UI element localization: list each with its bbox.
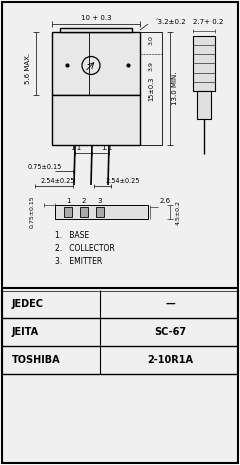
Text: 3.   EMITTER: 3. EMITTER: [55, 257, 102, 266]
Text: TOSHIBA: TOSHIBA: [12, 355, 61, 365]
Text: 2: 2: [82, 198, 86, 204]
Text: 1: 1: [66, 198, 70, 204]
Text: 1.   BASE: 1. BASE: [55, 231, 89, 239]
Text: 4.5±0.2: 4.5±0.2: [175, 199, 180, 225]
Text: SC-67: SC-67: [154, 327, 186, 337]
Text: 5.6 MAX.: 5.6 MAX.: [25, 53, 31, 84]
Text: 13.0 MIN.: 13.0 MIN.: [172, 72, 178, 105]
Text: JEDEC: JEDEC: [12, 299, 44, 309]
Bar: [52, 95, 140, 145]
Text: ΄3.2±0.2: ΄3.2±0.2: [155, 19, 187, 25]
Text: 0.75±0.15: 0.75±0.15: [28, 164, 62, 170]
Bar: [193, 36, 215, 91]
Bar: [64, 207, 72, 217]
Text: 1.1: 1.1: [70, 145, 81, 151]
Text: 3.9: 3.9: [149, 61, 154, 71]
Bar: [140, 32, 162, 145]
Text: 2.7+ 0.2: 2.7+ 0.2: [193, 19, 223, 25]
Text: JEITA: JEITA: [12, 327, 39, 337]
Text: 0.75±0.15: 0.75±0.15: [30, 196, 35, 228]
Text: 3.0: 3.0: [149, 35, 154, 45]
Text: 2.54±0.25: 2.54±0.25: [105, 178, 139, 184]
Text: 2-10R1A: 2-10R1A: [147, 355, 193, 365]
Text: 2.54±0.25: 2.54±0.25: [40, 178, 74, 184]
Text: 2.6: 2.6: [160, 198, 171, 204]
Text: 10 + 0.3: 10 + 0.3: [81, 15, 111, 21]
Bar: [52, 32, 140, 95]
Text: 3: 3: [98, 198, 102, 204]
Bar: [55, 205, 148, 219]
Bar: [96, 207, 104, 217]
Text: 2.   COLLECTOR: 2. COLLECTOR: [55, 244, 115, 252]
Bar: [60, 28, 132, 32]
Text: 15±0.3: 15±0.3: [148, 76, 154, 101]
Bar: [80, 207, 88, 217]
Bar: [197, 91, 211, 119]
Text: —: —: [165, 299, 175, 309]
Text: 1.1: 1.1: [101, 145, 112, 151]
